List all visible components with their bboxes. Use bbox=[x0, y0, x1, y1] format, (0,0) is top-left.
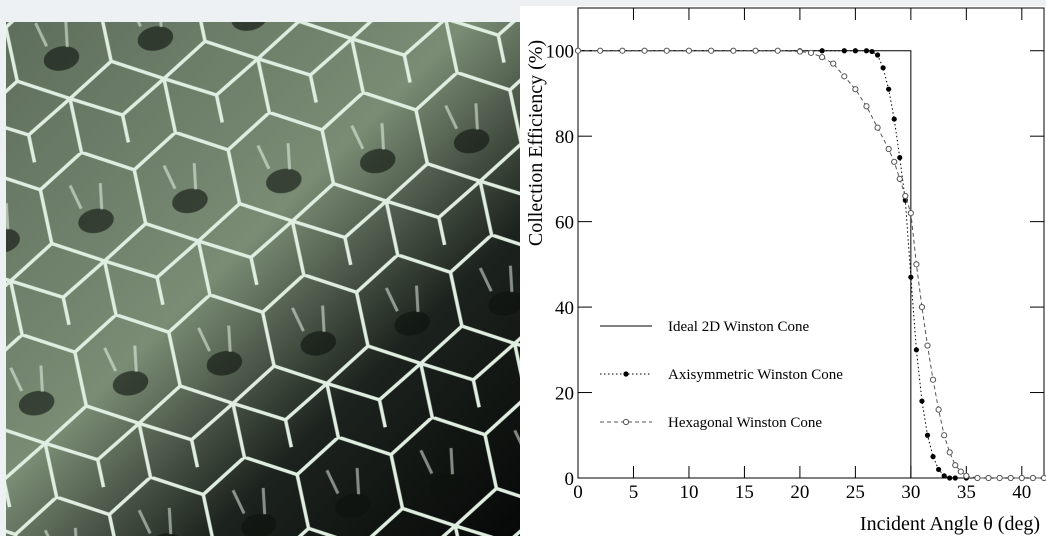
point bbox=[831, 61, 836, 66]
point bbox=[908, 210, 913, 215]
figure: 0 5 10 15 20 25 30 35 40 0 20 40 60 80 100 Incident Ang… bbox=[0, 0, 1046, 536]
point bbox=[953, 475, 958, 480]
x-tick-label: 40 bbox=[1012, 482, 1031, 503]
point bbox=[775, 48, 780, 53]
legend-label: Ideal 2D Winston Cone bbox=[668, 319, 810, 335]
y-tick-label: 60 bbox=[555, 213, 574, 234]
x-tick-label: 30 bbox=[901, 482, 920, 503]
x-tick-label: 20 bbox=[790, 482, 809, 503]
x-tick-label: 0 bbox=[573, 482, 583, 503]
point bbox=[620, 48, 625, 53]
chart-panel bbox=[520, 6, 1046, 536]
point bbox=[908, 275, 913, 280]
point bbox=[869, 49, 874, 54]
point bbox=[975, 475, 980, 480]
point bbox=[864, 48, 869, 53]
y-axis-label: Collection Efficiency (%) bbox=[525, 40, 547, 246]
point bbox=[886, 87, 891, 92]
point bbox=[808, 50, 813, 55]
point bbox=[1030, 475, 1035, 480]
y-tick-label: 100 bbox=[546, 42, 575, 63]
x-tick-label: 25 bbox=[846, 482, 865, 503]
point bbox=[664, 48, 669, 53]
point bbox=[875, 52, 880, 57]
figure-canvas: 0 5 10 15 20 25 30 35 40 0 20 40 60 80 100 Incident Ang… bbox=[0, 0, 1046, 536]
point bbox=[753, 48, 758, 53]
point bbox=[853, 87, 858, 92]
point bbox=[897, 155, 902, 160]
point bbox=[1008, 475, 1013, 480]
point bbox=[842, 74, 847, 79]
point bbox=[903, 193, 908, 198]
point bbox=[947, 475, 952, 480]
point bbox=[942, 473, 947, 478]
point bbox=[1019, 475, 1024, 480]
point bbox=[986, 475, 991, 480]
photo bbox=[6, 22, 520, 536]
point bbox=[731, 48, 736, 53]
point bbox=[930, 454, 935, 459]
point bbox=[797, 49, 802, 54]
point bbox=[964, 473, 969, 478]
point bbox=[925, 343, 930, 348]
point bbox=[864, 104, 869, 109]
point bbox=[842, 48, 847, 53]
point bbox=[958, 469, 963, 474]
point bbox=[819, 55, 824, 60]
point bbox=[892, 116, 897, 121]
x-tick-label: 35 bbox=[957, 482, 976, 503]
point bbox=[892, 159, 897, 164]
point bbox=[919, 304, 924, 309]
point bbox=[886, 146, 891, 151]
point bbox=[925, 433, 930, 438]
x-axis-label: Incident Angle θ (deg) bbox=[860, 513, 1040, 535]
point bbox=[1041, 475, 1046, 480]
point bbox=[598, 48, 603, 53]
point bbox=[853, 48, 858, 53]
point bbox=[709, 48, 714, 53]
x-tick-label: 10 bbox=[679, 482, 698, 503]
point bbox=[942, 433, 947, 438]
point bbox=[575, 48, 580, 53]
point bbox=[930, 377, 935, 382]
point bbox=[936, 407, 941, 412]
legend-marker bbox=[623, 371, 628, 376]
point bbox=[936, 467, 941, 472]
point bbox=[875, 125, 880, 130]
legend-label: Axisymmetric Winston Cone bbox=[668, 367, 843, 383]
point bbox=[642, 48, 647, 53]
point bbox=[686, 48, 691, 53]
legend-label: Hexagonal Winston Cone bbox=[668, 415, 822, 431]
point bbox=[819, 48, 824, 53]
y-tick-label: 0 bbox=[565, 469, 575, 490]
point bbox=[914, 347, 919, 352]
legend-marker bbox=[623, 419, 628, 424]
point bbox=[897, 176, 902, 181]
point bbox=[914, 262, 919, 267]
point bbox=[881, 65, 886, 70]
x-tick-label: 5 bbox=[629, 482, 639, 503]
x-tick-label: 15 bbox=[735, 482, 754, 503]
point bbox=[997, 475, 1002, 480]
y-tick-label: 40 bbox=[555, 298, 574, 319]
y-tick-label: 20 bbox=[555, 384, 574, 405]
y-tick-label: 80 bbox=[555, 127, 574, 148]
point bbox=[953, 463, 958, 468]
point bbox=[947, 450, 952, 455]
point bbox=[919, 398, 924, 403]
